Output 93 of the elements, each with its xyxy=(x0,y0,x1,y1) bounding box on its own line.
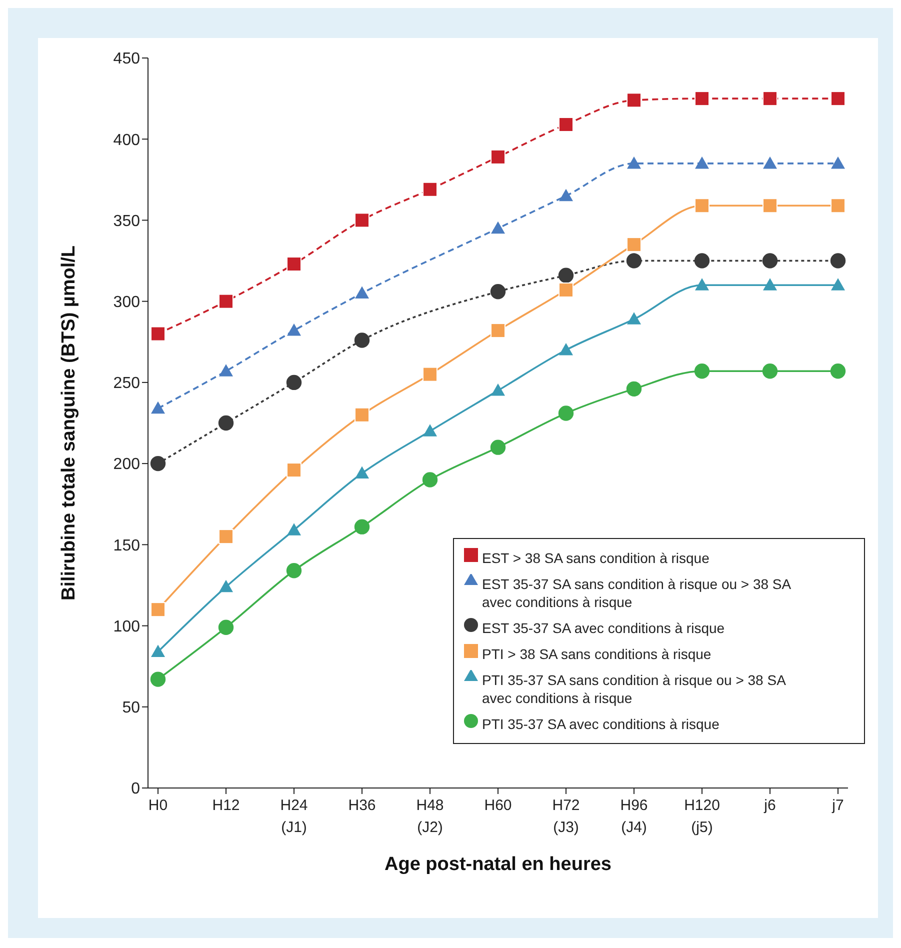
legend-label: EST > 38 SA sans condition à risque xyxy=(482,549,710,567)
point xyxy=(286,462,302,478)
point xyxy=(559,188,573,202)
point xyxy=(151,644,165,657)
point xyxy=(354,519,370,534)
point xyxy=(423,424,437,436)
point xyxy=(218,294,234,309)
point xyxy=(694,363,710,379)
point xyxy=(490,323,506,338)
point xyxy=(218,415,234,431)
point xyxy=(762,91,778,106)
x-tick-label: H96 (J4) xyxy=(620,797,648,836)
point xyxy=(287,324,301,336)
point xyxy=(626,237,642,252)
point xyxy=(422,472,438,488)
point xyxy=(490,440,506,455)
point xyxy=(286,374,302,390)
point xyxy=(695,156,709,169)
point xyxy=(286,563,302,578)
point xyxy=(626,253,642,268)
point xyxy=(491,221,505,234)
point xyxy=(762,198,778,214)
point xyxy=(830,253,846,268)
point xyxy=(150,456,166,472)
legend-label: EST 35-37 SA sans condition à risque ou > 38 SA avec conditions à risque xyxy=(482,575,792,611)
point xyxy=(831,156,845,169)
point xyxy=(558,268,574,283)
point xyxy=(830,91,846,106)
point xyxy=(287,523,301,536)
x-axis-title: Age post-natal en heures xyxy=(384,854,612,875)
point xyxy=(150,602,166,618)
x-tick-label: H60 xyxy=(484,797,512,814)
point xyxy=(355,466,369,479)
x-tick-label: H120 (j5) xyxy=(684,797,720,836)
y-tick-label: 200 xyxy=(113,456,140,474)
point xyxy=(491,384,505,396)
x-tick-label: j7 xyxy=(831,797,844,814)
point xyxy=(694,253,710,268)
point xyxy=(831,278,845,290)
point xyxy=(354,407,370,422)
point xyxy=(354,212,370,228)
point xyxy=(422,366,438,382)
y-tick-label: 400 xyxy=(113,132,140,149)
y-tick-label: 450 xyxy=(113,50,140,68)
point xyxy=(830,363,846,379)
point xyxy=(763,156,777,169)
point xyxy=(490,149,506,164)
point xyxy=(558,406,574,421)
point xyxy=(150,326,166,342)
y-tick-label: 350 xyxy=(113,212,140,230)
y-tick-label: 150 xyxy=(113,537,140,554)
x-tick-label: H48 (J2) xyxy=(416,797,444,836)
point xyxy=(490,284,506,300)
point xyxy=(558,117,574,132)
point xyxy=(218,529,234,544)
legend-label: PTI 35-37 SA avec conditions à risque xyxy=(482,715,720,733)
point xyxy=(558,282,574,298)
point xyxy=(694,91,710,106)
point xyxy=(627,156,641,169)
point xyxy=(355,286,369,298)
x-tick-label: H12 xyxy=(212,797,240,814)
point xyxy=(354,332,370,348)
point xyxy=(694,198,710,214)
point xyxy=(627,312,641,324)
y-axis-title: Bilirubine totale sanguine (BTS) µmol/L xyxy=(58,245,80,601)
x-tick-label: j6 xyxy=(763,797,776,814)
point xyxy=(286,256,302,272)
point xyxy=(763,278,777,290)
point xyxy=(219,364,233,376)
point xyxy=(422,182,438,197)
point xyxy=(219,580,233,592)
y-tick-label: 250 xyxy=(113,375,140,392)
legend-label: PTI 35-37 SA sans condition à risque ou > 38 SA avec conditions à risque xyxy=(482,671,787,707)
point xyxy=(626,381,642,397)
point xyxy=(151,401,165,414)
x-tick-label: H0 xyxy=(148,797,168,814)
y-tick-label: 50 xyxy=(122,700,140,717)
point xyxy=(695,278,709,290)
point xyxy=(218,620,234,635)
x-tick-label: H72 (J3) xyxy=(552,797,580,836)
x-tick-label: H36 xyxy=(348,797,376,814)
point xyxy=(762,363,778,379)
y-tick-label: 0 xyxy=(131,780,140,798)
point xyxy=(559,343,573,356)
legend-label: PTI > 38 SA sans conditions à risque xyxy=(482,645,712,663)
point xyxy=(150,672,166,687)
point xyxy=(762,253,778,268)
y-tick-label: 100 xyxy=(113,618,140,636)
point xyxy=(626,92,642,108)
y-tick-label: 300 xyxy=(113,294,140,312)
legend-label: EST 35-37 SA avec conditions à risque xyxy=(482,619,726,637)
x-tick-label: H24 (J1) xyxy=(280,797,308,836)
point xyxy=(830,198,846,214)
